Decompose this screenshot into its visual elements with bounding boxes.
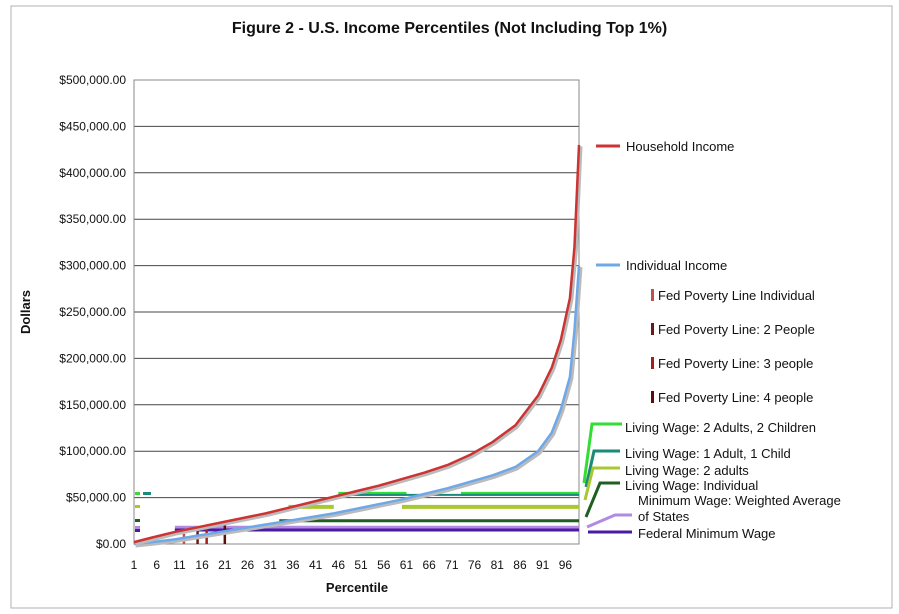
series-shadow [135, 146, 583, 546]
x-axis-ticks: 1 6 11 16 21 26 31 36 41 46 51 56 61 66 71 76 81 86 91 96 [131, 558, 573, 572]
x-tick-label: 41 [309, 558, 323, 572]
x-tick-label: 36 [286, 558, 300, 572]
legend-label-lw2a: Living Wage: 2 adults [625, 463, 749, 478]
legend: Household Income Individual Income Fed P… [582, 139, 841, 541]
x-tick-label: 21 [218, 558, 232, 572]
x-tick-label: 81 [491, 558, 505, 572]
x-tick-label: 76 [468, 558, 482, 572]
legend-swatch-lw1 [584, 481, 620, 518]
x-tick-label: 46 [332, 558, 346, 572]
legend-label-minw-line1: Minimum Wage: Weighted Average [638, 493, 841, 508]
legend-label-pov1: Fed Poverty Line Individual [658, 288, 815, 303]
legend-label-pov4: Fed Poverty Line: 4 people [658, 390, 813, 405]
legend-swatch-pov2 [651, 323, 654, 335]
y-tick-label: $100,000.00 [59, 444, 126, 458]
legend-swatch-pov3 [651, 357, 654, 369]
x-tick-label: 86 [513, 558, 527, 572]
mark-lw1-left [135, 519, 140, 522]
x-tick-label: 1 [131, 558, 138, 572]
y-tick-label: $150,000.00 [59, 398, 126, 412]
legend-swatch-lw4 [582, 422, 622, 484]
y-axis-ticks: $0.00 $50,000.00 $100,000.00 $150,000.00 $20… [59, 73, 126, 551]
legend-swatch-pov1 [651, 289, 654, 301]
legend-label-pov2: Fed Poverty Line: 2 People [658, 322, 815, 337]
left-side-marks [135, 492, 151, 532]
mark-minw-left [135, 526, 140, 529]
legend-label-household: Household Income [626, 139, 734, 154]
mark-fedmin-left [135, 529, 140, 532]
x-tick-label: 16 [195, 558, 209, 572]
chart-border [10, 5, 893, 609]
x-tick-label: 91 [536, 558, 550, 572]
x-tick-label: 61 [400, 558, 414, 572]
x-tick-label: 96 [559, 558, 573, 572]
y-tick-label: $0.00 [96, 537, 126, 551]
legend-swatch-minw [586, 513, 632, 529]
y-tick-label: $50,000.00 [66, 491, 126, 505]
legend-swatch-lw2c [584, 449, 620, 488]
series-line-individual-income [133, 265, 581, 546]
x-tick-label: 51 [354, 558, 368, 572]
x-tick-label: 6 [153, 558, 160, 572]
series-shadow [135, 266, 583, 548]
legend-label-individual: Individual Income [626, 258, 727, 273]
legend-label-lw2c: Living Wage: 1 Adult, 1 Child [625, 446, 791, 461]
y-tick-label: $250,000.00 [59, 305, 126, 319]
mark-lw2a-left [135, 505, 140, 508]
legend-swatch-pov4 [651, 391, 654, 403]
series-lines [133, 144, 583, 548]
legend-label-lw1: Living Wage: Individual [625, 478, 758, 493]
y-tick-label: $450,000.00 [59, 119, 126, 133]
legend-swatch-lw2a [583, 466, 620, 501]
y-tick-label: $400,000.00 [59, 166, 126, 180]
y-tick-label: $300,000.00 [59, 259, 126, 273]
x-tick-label: 26 [241, 558, 255, 572]
legend-label-minw-line2: of States [638, 509, 690, 524]
x-tick-label: 31 [264, 558, 278, 572]
mark-lw2c-left [143, 492, 151, 495]
series-line-household-income [133, 144, 581, 544]
y-tick-label: $350,000.00 [59, 212, 126, 226]
legend-label-pov3: Fed Poverty Line: 3 people [658, 356, 813, 371]
y-tick-label: $200,000.00 [59, 351, 126, 365]
legend-label-fedmin: Federal Minimum Wage [638, 526, 776, 541]
x-tick-label: 56 [377, 558, 391, 572]
chart-title: Figure 2 - U.S. Income Percentiles (Not … [231, 20, 668, 37]
y-axis-label: Dollars [18, 290, 33, 334]
x-tick-label: 71 [445, 558, 459, 572]
mark-lw4-left [135, 492, 140, 495]
x-tick-label: 11 [173, 558, 186, 572]
x-tick-label: 66 [422, 558, 436, 572]
legend-label-lw4: Living Wage: 2 Adults, 2 Children [625, 420, 816, 435]
y-tick-label: $500,000.00 [59, 73, 126, 87]
x-axis-label: Percentile [326, 580, 388, 595]
